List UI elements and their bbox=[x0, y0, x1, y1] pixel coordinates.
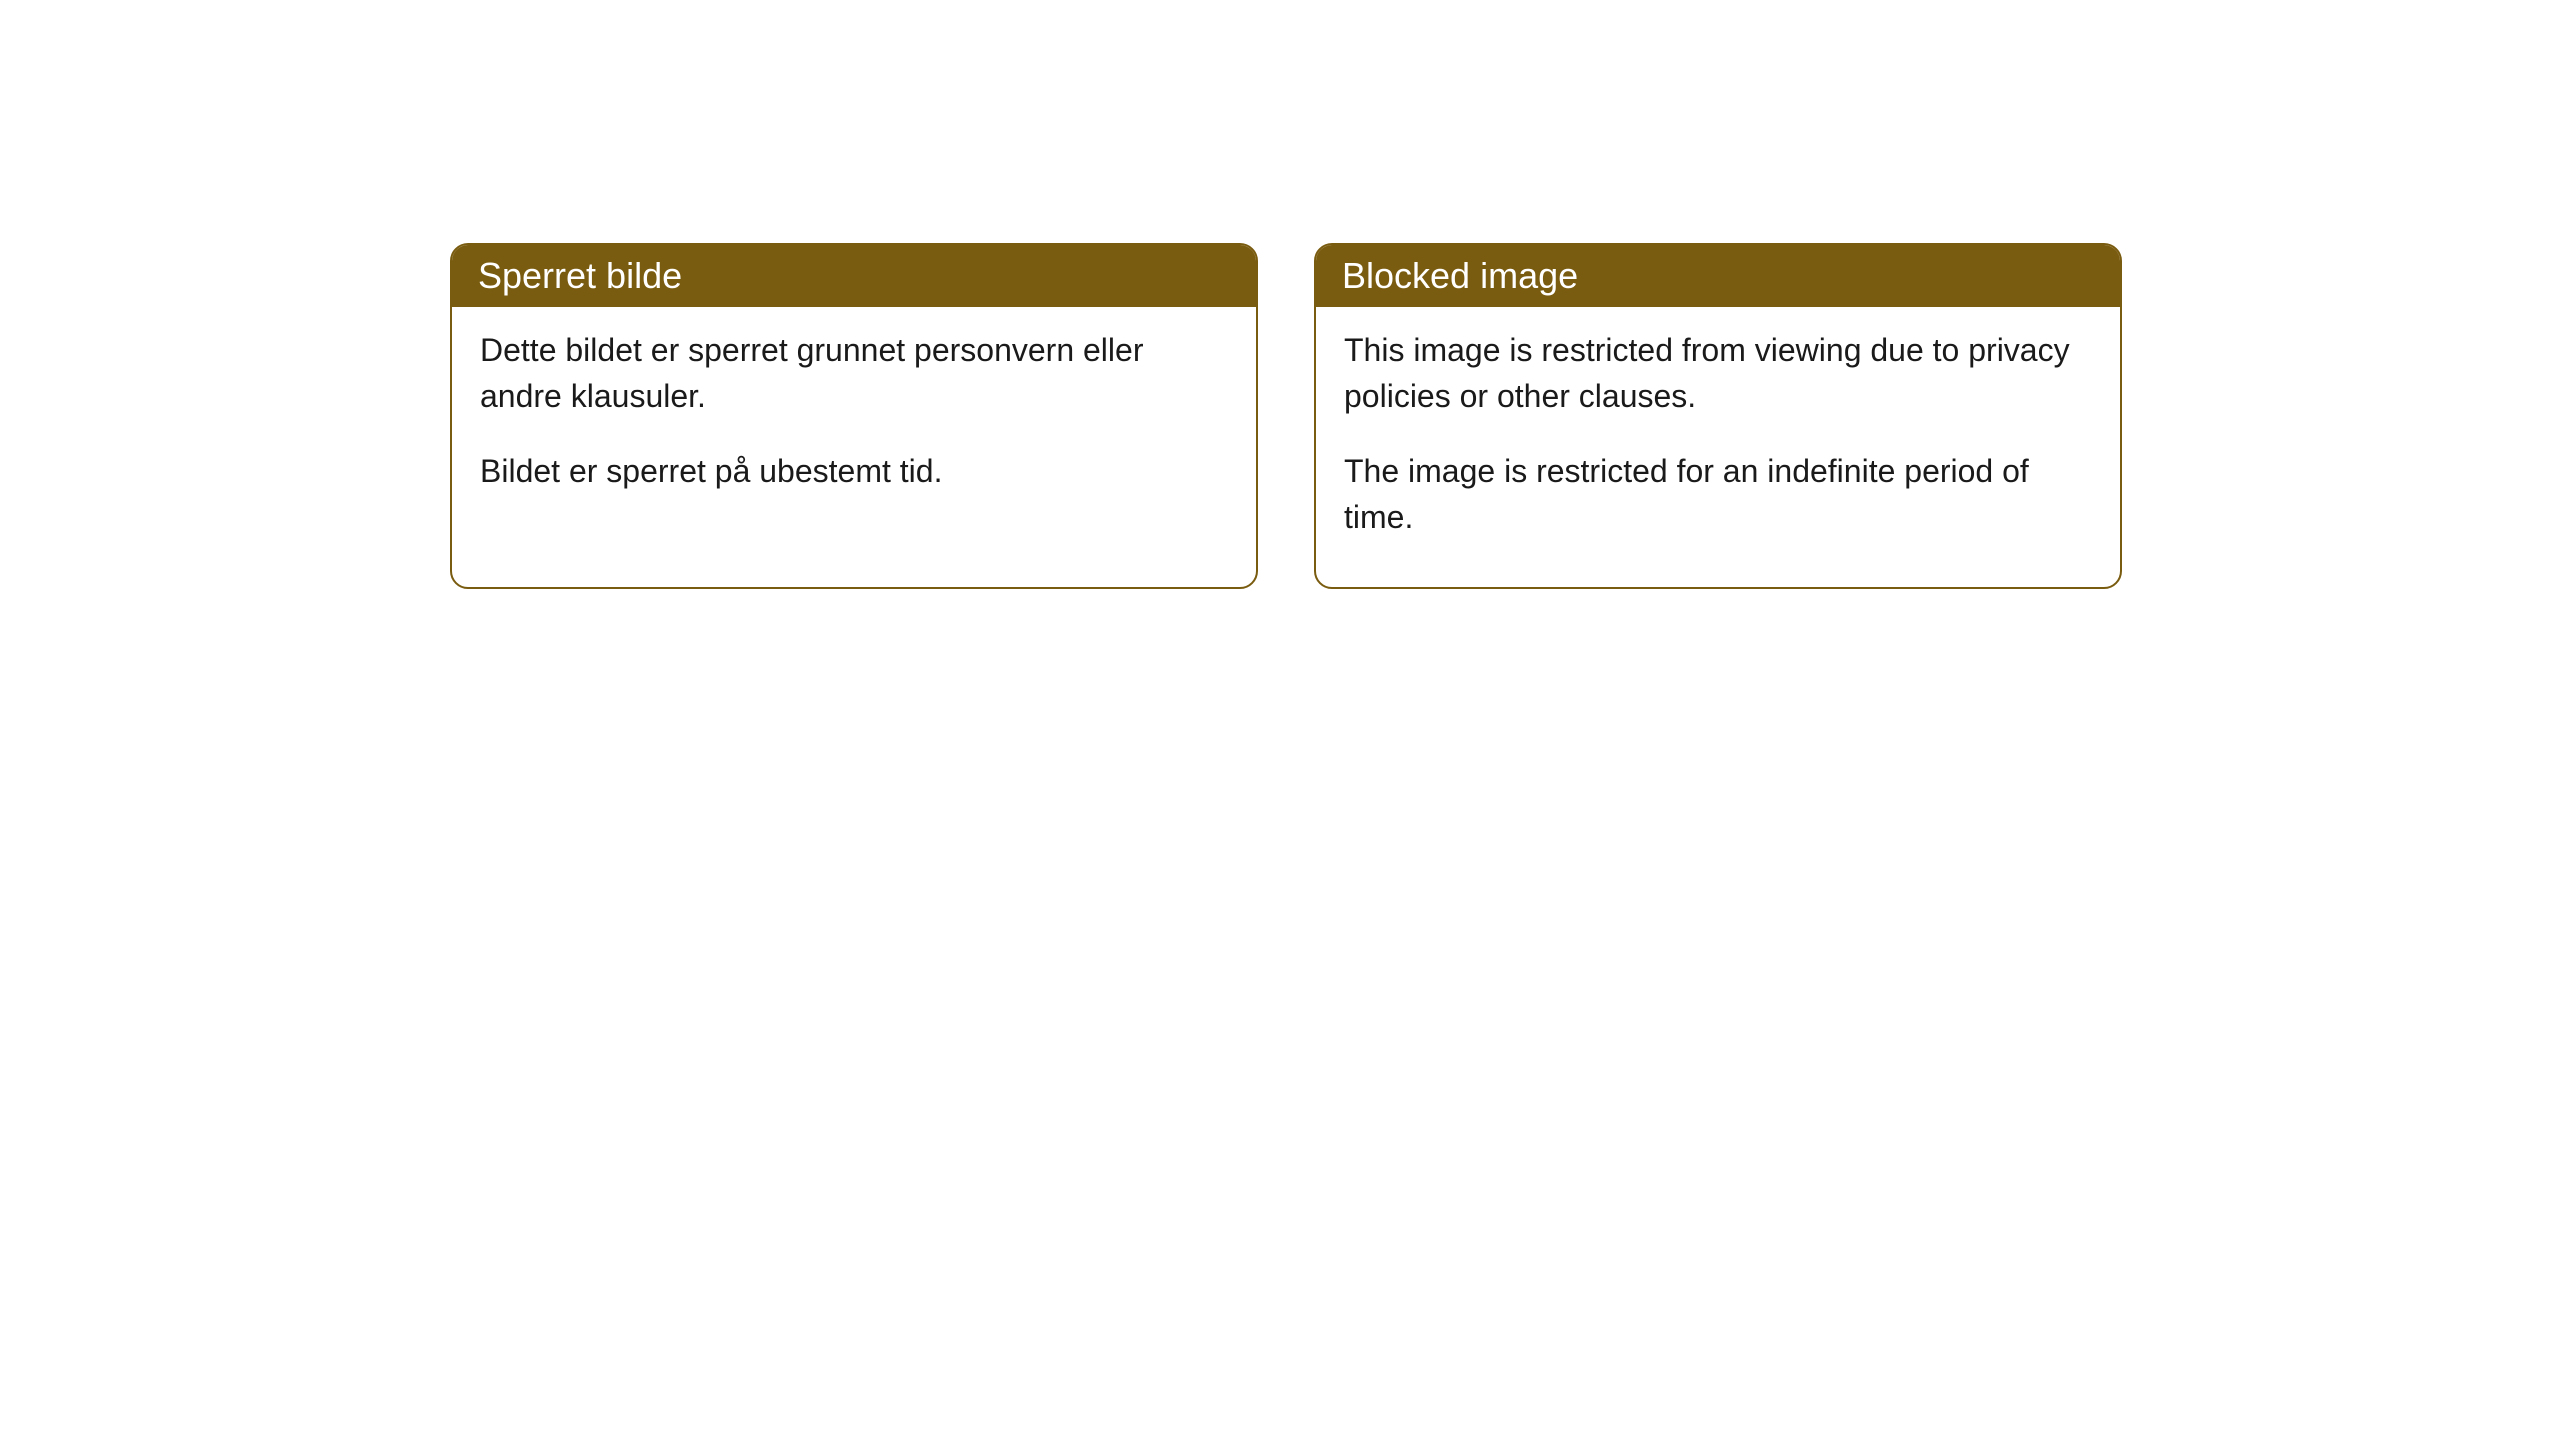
card-no-paragraph-2: Bildet er sperret på ubestemt tid. bbox=[480, 448, 1228, 494]
card-body-no: Dette bildet er sperret grunnet personve… bbox=[452, 307, 1256, 540]
card-en-paragraph-1: This image is restricted from viewing du… bbox=[1344, 327, 2092, 420]
card-header-en: Blocked image bbox=[1316, 245, 2120, 307]
blocked-image-card-no: Sperret bilde Dette bildet er sperret gr… bbox=[450, 243, 1258, 589]
card-header-no: Sperret bilde bbox=[452, 245, 1256, 307]
card-body-en: This image is restricted from viewing du… bbox=[1316, 307, 2120, 587]
notice-cards-container: Sperret bilde Dette bildet er sperret gr… bbox=[450, 243, 2122, 589]
card-en-paragraph-2: The image is restricted for an indefinit… bbox=[1344, 448, 2092, 541]
card-no-paragraph-1: Dette bildet er sperret grunnet personve… bbox=[480, 327, 1228, 420]
blocked-image-card-en: Blocked image This image is restricted f… bbox=[1314, 243, 2122, 589]
